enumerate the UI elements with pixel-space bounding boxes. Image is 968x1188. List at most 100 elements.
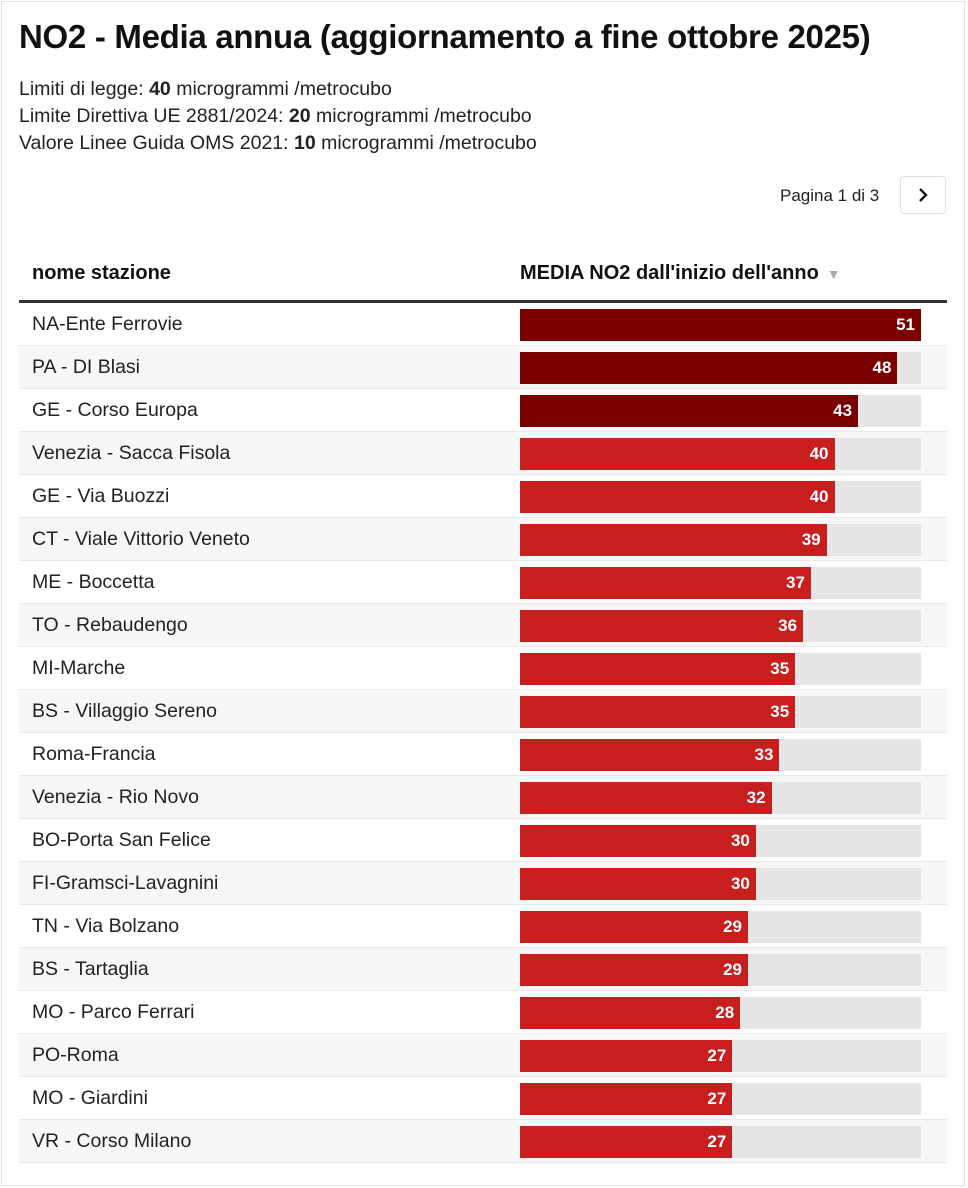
table-row: MO - Giardini 27 [19, 1077, 947, 1120]
value-bar: 27 [520, 1126, 733, 1158]
limit-line-oms: Valore Linee Guida OMS 2021: 10 microgra… [19, 132, 537, 154]
value-bar: 40 [520, 481, 835, 513]
bar-track: 37 [520, 567, 921, 599]
value-bar: 28 [520, 997, 741, 1029]
sort-desc-icon: ▼ [826, 266, 841, 282]
station-name: BS - Villaggio Sereno [32, 700, 218, 722]
station-name: Venezia - Rio Novo [32, 786, 199, 808]
table-row: BS - Villaggio Sereno 35 [19, 690, 947, 733]
pagination-label: Pagina 1 di 3 [780, 186, 880, 205]
bar-track: 40 [520, 481, 921, 513]
station-name: TN - Via Bolzano [32, 915, 180, 937]
table-row: NA-Ente Ferrovie 51 [19, 303, 947, 346]
value-bar: 48 [520, 352, 898, 384]
bar-track: 29 [520, 911, 921, 943]
bar-track: 35 [520, 696, 921, 728]
bar-track: 51 [520, 309, 921, 341]
bar-track: 32 [520, 782, 921, 814]
value-label: 28 [715, 1003, 735, 1022]
value-label: 35 [770, 702, 790, 721]
bar-track: 30 [520, 825, 921, 857]
value-label: 36 [778, 616, 798, 635]
value-bar: 29 [520, 954, 749, 986]
station-name: PA - DI Blasi [32, 356, 141, 378]
value-label: 27 [707, 1089, 727, 1108]
table-row: MO - Parco Ferrari 28 [19, 991, 947, 1034]
value-bar: 29 [520, 911, 749, 943]
value-bar: 40 [520, 438, 835, 470]
table-row: ME - Boccetta 37 [19, 561, 947, 604]
value-label: 43 [833, 401, 853, 420]
station-name: VR - Corso Milano [32, 1130, 192, 1152]
bar-track: 28 [520, 997, 921, 1029]
value-bar: 33 [520, 739, 780, 771]
value-bar: 35 [520, 696, 796, 728]
bar-track: 27 [520, 1040, 921, 1072]
table-row: PO-Roma 27 [19, 1034, 947, 1077]
value-bar: 32 [520, 782, 772, 814]
value-bar: 36 [520, 610, 804, 642]
data-table: NA-Ente Ferrovie 51 PA - DI Blasi 48 GE - Co… [19, 303, 947, 1163]
table-row: TO - Rebaudengo 36 [19, 604, 947, 647]
bar-track: 27 [520, 1126, 921, 1158]
bar-track: 27 [520, 1083, 921, 1115]
station-name: GE - Corso Europa [32, 399, 198, 421]
station-name: Venezia - Sacca Fisola [32, 442, 231, 464]
limit-line-law: Limiti di legge: 40 microgrammi /metrocu… [19, 78, 392, 100]
page-title: NO2 - Media annua (aggiornamento a fine … [19, 18, 871, 55]
value-label: 48 [872, 358, 892, 377]
value-label: 51 [896, 315, 915, 334]
value-label: 27 [707, 1046, 727, 1065]
value-label: 39 [801, 530, 821, 549]
value-label: 29 [723, 960, 743, 979]
chevron-right-icon [919, 188, 928, 202]
station-name: GE - Via Buozzi [32, 485, 170, 507]
bar-track: 39 [520, 524, 921, 556]
value-label: 35 [770, 659, 790, 678]
value-label: 32 [746, 788, 766, 807]
station-name: PO-Roma [32, 1044, 119, 1066]
table-row: PA - DI Blasi 48 [19, 346, 947, 389]
station-name: ME - Boccetta [32, 571, 155, 593]
bar-track: 36 [520, 610, 921, 642]
station-name: BO-Porta San Felice [32, 829, 211, 851]
station-name: MO - Parco Ferrari [32, 1001, 195, 1023]
value-bar: 35 [520, 653, 796, 685]
bar-track: 35 [520, 653, 921, 685]
table-row: BS - Tartaglia 29 [19, 948, 947, 991]
table-row: GE - Via Buozzi 40 [19, 475, 947, 518]
next-page-button[interactable] [900, 176, 946, 214]
station-name: FI-Gramsci-Lavagnini [32, 872, 219, 894]
bar-track: 29 [520, 954, 921, 986]
table-row: BO-Porta San Felice 30 [19, 819, 947, 862]
column-header-no2[interactable]: MEDIA NO2 dall'inizio dell'anno ▼ [520, 262, 841, 284]
table-row: Venezia - Rio Novo 32 [19, 776, 947, 819]
station-name: CT - Viale Vittorio Veneto [32, 528, 250, 550]
value-bar: 27 [520, 1083, 733, 1115]
table-row: Roma-Francia 33 [19, 733, 947, 776]
station-name: Roma-Francia [32, 743, 156, 765]
bar-track: 48 [520, 352, 921, 384]
value-bar: 30 [520, 825, 756, 857]
station-name: TO - Rebaudengo [32, 614, 188, 636]
station-name: MO - Giardini [32, 1087, 148, 1109]
value-label: 30 [730, 874, 750, 893]
station-name: NA-Ente Ferrovie [32, 313, 183, 335]
value-bar: 39 [520, 524, 827, 556]
table-row: TN - Via Bolzano 29 [19, 905, 947, 948]
value-label: 40 [809, 444, 829, 463]
table-row: GE - Corso Europa 43 [19, 389, 947, 432]
bar-track: 33 [520, 739, 921, 771]
header-divider [19, 300, 947, 303]
table-row: MI-Marche 35 [19, 647, 947, 690]
column-header-station[interactable]: nome stazione [32, 262, 171, 284]
table-row: CT - Viale Vittorio Veneto 39 [19, 518, 947, 561]
value-bar: 43 [520, 395, 859, 427]
bar-track: 40 [520, 438, 921, 470]
value-bar: 37 [520, 567, 811, 599]
station-name: BS - Tartaglia [32, 958, 149, 980]
bar-track: 30 [520, 868, 921, 900]
value-bar: 30 [520, 868, 756, 900]
value-bar: 51 [520, 309, 921, 341]
